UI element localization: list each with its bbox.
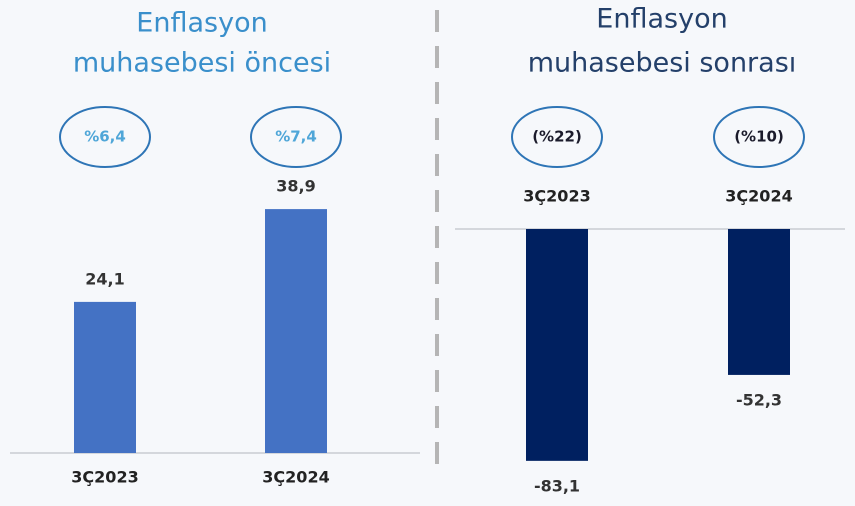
- annotation: %6,4: [84, 128, 126, 146]
- bar: [728, 229, 790, 375]
- bar: [74, 301, 136, 453]
- value-label: 24,1: [85, 269, 124, 288]
- chart-title: muhasebesi sonrası: [528, 48, 797, 79]
- value-label: -83,1: [534, 476, 580, 495]
- x-tick-label: 3Ç2023: [71, 468, 138, 487]
- annotation: (%10): [734, 128, 784, 146]
- annotation-circle: [511, 106, 603, 168]
- annotation: (%22): [532, 128, 582, 146]
- annotation: %7,4: [275, 128, 317, 146]
- chart-title: muhasebesi öncesi: [73, 48, 331, 79]
- annotation-circle: [250, 106, 342, 168]
- annotation-circle: [59, 106, 151, 168]
- bar: [265, 209, 327, 453]
- chart-title: Enflasyon: [136, 8, 267, 39]
- value-label: -52,3: [736, 390, 782, 409]
- x-tick-label: 3Ç2024: [262, 468, 329, 487]
- annotation-circle: [713, 106, 805, 168]
- value-label: 38,9: [276, 177, 315, 196]
- x-tick-label: 3Ç2024: [725, 187, 792, 206]
- chart-title: Enflasyon: [596, 4, 727, 35]
- bar: [526, 229, 588, 461]
- x-tick-label: 3Ç2023: [523, 187, 590, 206]
